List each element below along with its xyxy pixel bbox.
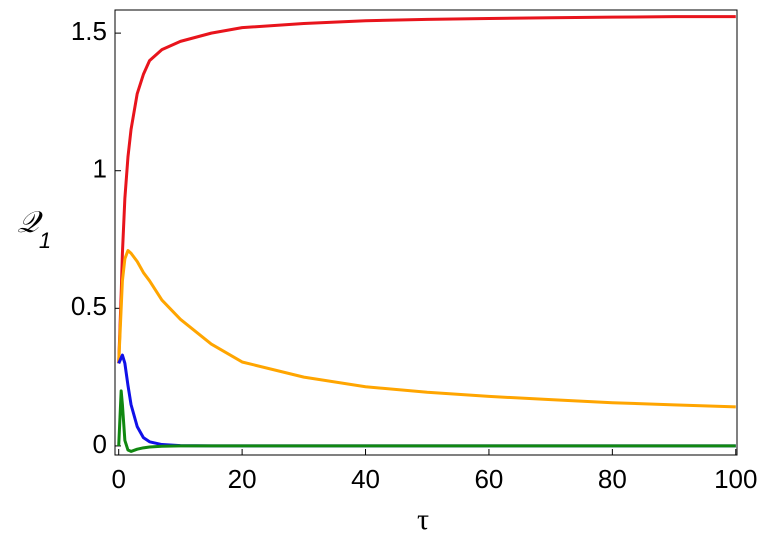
y-tick-label: 0.5 (71, 291, 107, 321)
x-tick-label: 60 (474, 464, 503, 494)
y-tick-label: 0 (93, 429, 107, 459)
y-tick-label: 1.5 (71, 16, 107, 46)
x-tick-label: 80 (598, 464, 627, 494)
series-line (117, 249, 736, 409)
x-axis-label: τ (417, 503, 429, 536)
plot-frame (114, 9, 738, 456)
series-line (117, 389, 736, 453)
x-tick-label: 0 (111, 464, 125, 494)
x-tick-label: 40 (351, 464, 380, 494)
x-tick-label: 100 (714, 464, 757, 494)
series-line (117, 353, 736, 448)
y-tick-label: 1 (93, 154, 107, 184)
y-axis-label-subscript: 1 (39, 228, 51, 253)
x-tick-label: 20 (228, 464, 257, 494)
series-line (117, 15, 736, 364)
